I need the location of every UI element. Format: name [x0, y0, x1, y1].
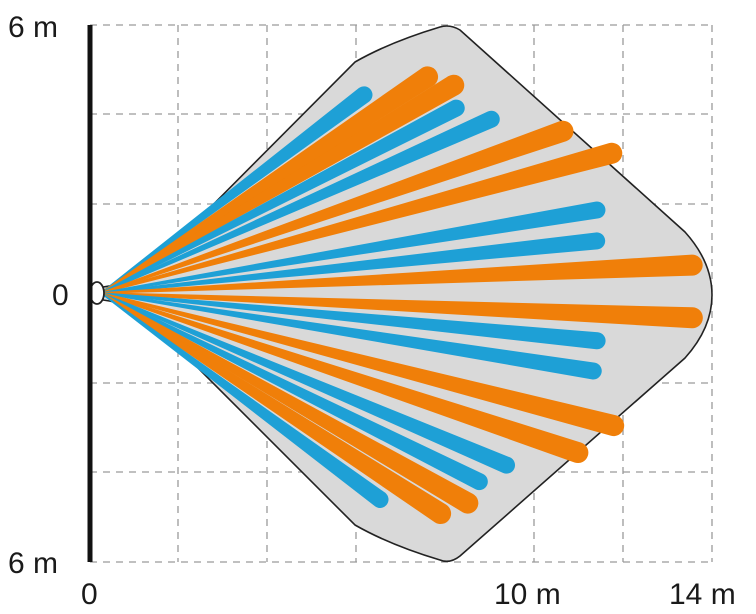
beam-blue-5 [100, 110, 500, 294]
beam-orange-11 [100, 292, 703, 329]
label-x-14m: 14 m [669, 578, 736, 611]
beam-orange-14 [100, 292, 625, 437]
beam-orange-7 [100, 142, 623, 294]
beam-blue-1 [100, 86, 373, 294]
label-bottom-6m: 6 m [8, 547, 58, 580]
label-center-0: 0 [52, 279, 69, 312]
label-x-origin: 0 [81, 578, 98, 611]
beam-blue-12 [100, 292, 606, 350]
beam-orange-3 [100, 74, 465, 294]
beam-blue-4 [100, 99, 465, 294]
beam-group [100, 66, 703, 525]
beam-blue-13 [100, 292, 602, 380]
beam-blue-20 [100, 292, 389, 508]
beam-blue-8 [100, 201, 606, 294]
beam-orange-19 [100, 292, 452, 525]
beam-orange-10 [100, 254, 703, 294]
beam-blue-17 [100, 292, 488, 491]
beam-orange-6 [100, 120, 574, 294]
beam-orange-18 [100, 292, 479, 514]
label-top-6m: 6 m [8, 11, 58, 44]
beam-orange-15 [100, 292, 589, 464]
beam-orange-2 [100, 66, 439, 294]
label-x-10m: 10 m [494, 578, 561, 611]
beam-blue-16 [100, 292, 516, 474]
beam-blue-9 [100, 232, 606, 294]
